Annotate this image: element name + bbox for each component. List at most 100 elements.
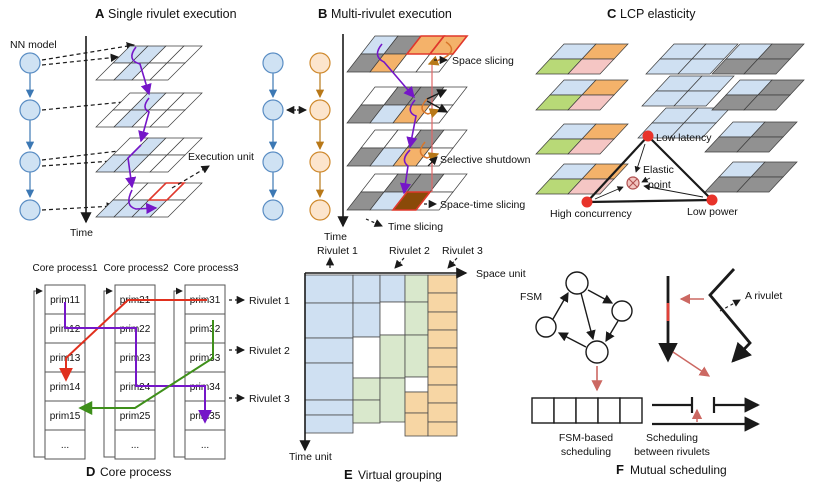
selective-shutdown-arrow [427, 156, 438, 167]
execution-unit-arrow [171, 165, 210, 189]
fsm-state [585, 340, 609, 364]
tape-slot [575, 397, 599, 424]
selective-shutdown-label: Selective shutdown [440, 154, 531, 166]
rivulet-route-a [125, 46, 158, 215]
nn-model-label: NN model [10, 39, 57, 51]
grid-cell [149, 154, 186, 173]
prim-cell-label: ... [201, 440, 209, 451]
panel-b-title: Multi-rivulet execution [331, 7, 452, 21]
grouping-cell [427, 421, 458, 437]
high-concurrency-label: High concurrency [550, 208, 632, 220]
core-process-2-title: Core process2 [103, 263, 168, 274]
elastic-point-symbol [626, 176, 640, 190]
sched-caption-1: Scheduling [646, 432, 698, 444]
space-share-arrows [426, 89, 449, 113]
nn-node [309, 52, 331, 74]
grid-cell [149, 199, 186, 218]
rivulet-route-purple-b [376, 43, 418, 195]
grid-cell [149, 109, 186, 128]
grouping-cell [404, 274, 429, 303]
time-label-a: Time [70, 227, 93, 239]
lcp-triangle: Low latency Elastic point High concurren… [550, 130, 738, 220]
prim-cell-label: prim14 [50, 382, 81, 393]
grid-cell [567, 58, 615, 75]
execution-unit-label: Execution unit [188, 151, 254, 163]
fsm-caption-1: FSM-based [559, 432, 613, 444]
grid-cell [673, 90, 721, 107]
grid-cell [567, 94, 615, 111]
tape-slot [553, 397, 577, 424]
grouping-cell [404, 391, 429, 414]
config-grid [535, 123, 629, 155]
prim-cell-label: prim12 [50, 324, 81, 335]
grouping-cell [427, 366, 458, 386]
grouping-cell [404, 334, 429, 378]
time-axis-b: Time [324, 34, 349, 243]
config-grid [535, 43, 629, 75]
grouping-cell [427, 384, 458, 404]
insert-arrow [672, 351, 711, 377]
highlight-cell [147, 182, 186, 201]
panel-f-caption: Mutual scheduling [630, 463, 727, 477]
space-time-slicing-label: Space-time slicing [440, 199, 525, 211]
prim-cell [114, 400, 156, 431]
grouping-cell [404, 301, 429, 336]
prim-cell-label: prim33 [190, 353, 221, 364]
prim-cell [114, 429, 156, 460]
prim-cell-label: prim32 [190, 324, 221, 335]
grouping-cell [427, 347, 458, 368]
grouping-cell [352, 336, 381, 379]
core-process-1-title: Core process1 [32, 263, 97, 274]
grouping-cell [304, 414, 354, 434]
fsm-caption-2: scheduling [561, 446, 611, 458]
prim-cell-label: prim11 [50, 295, 80, 306]
prim-cell-label: prim24 [120, 382, 151, 393]
prim-cell [44, 429, 86, 460]
grouping-cell [427, 274, 458, 294]
nn-node [19, 151, 41, 173]
panel-c-title: LCP elasticity [620, 7, 696, 21]
nn-node [19, 99, 41, 121]
panel-e-caption: Virtual grouping [358, 468, 442, 482]
virtual-grouping-blocks [304, 274, 458, 437]
feedback-loops [33, 287, 185, 458]
pe-grid [95, 45, 203, 81]
nn-chain-blue [19, 52, 41, 221]
panel-a-title: Single rivulet execution [108, 7, 237, 21]
rivulet-pointers-d [229, 295, 246, 403]
time-label-b: Time [324, 231, 347, 243]
core-process-3-title: Core process3 [173, 263, 238, 274]
grouping-cell [304, 399, 354, 416]
fsm-state [565, 271, 589, 295]
panel-f-tag: F [616, 462, 624, 477]
time-axis-a: Time [70, 36, 93, 239]
prim-cell-label: ... [131, 440, 139, 451]
prim-cell-label: prim15 [50, 411, 81, 422]
nn-node [309, 99, 331, 121]
config-grid [711, 43, 805, 75]
nn-node [262, 151, 284, 173]
elastic-label-2: point [648, 179, 671, 191]
space-axis-e: Space unit [305, 267, 526, 280]
nn-node [19, 52, 41, 74]
grouping-cell [304, 302, 354, 339]
grid-cell [567, 178, 615, 195]
grouping-cell [379, 301, 406, 336]
tape-slot [531, 397, 555, 424]
low-latency-label: Low latency [656, 132, 712, 144]
panel-b: B Multi-rivulet execution Time [262, 6, 531, 243]
time-slicing-label: Time slicing [388, 221, 443, 233]
config-grid [641, 75, 735, 107]
grid-cell [149, 62, 186, 81]
low-latency-vertex [642, 130, 654, 142]
grouping-cell [304, 337, 354, 364]
rivulet-routes-d [59, 299, 214, 424]
highlight-cell [391, 191, 432, 211]
config-grid [704, 121, 798, 153]
a-rivulet-label: A rivulet [745, 290, 782, 302]
grouping-cell [352, 377, 381, 401]
grouping-cell [352, 274, 381, 304]
nn-node [309, 151, 331, 173]
panel-e: Space unit Time unit Rivulet 1 Rivulet 2… [289, 245, 526, 482]
